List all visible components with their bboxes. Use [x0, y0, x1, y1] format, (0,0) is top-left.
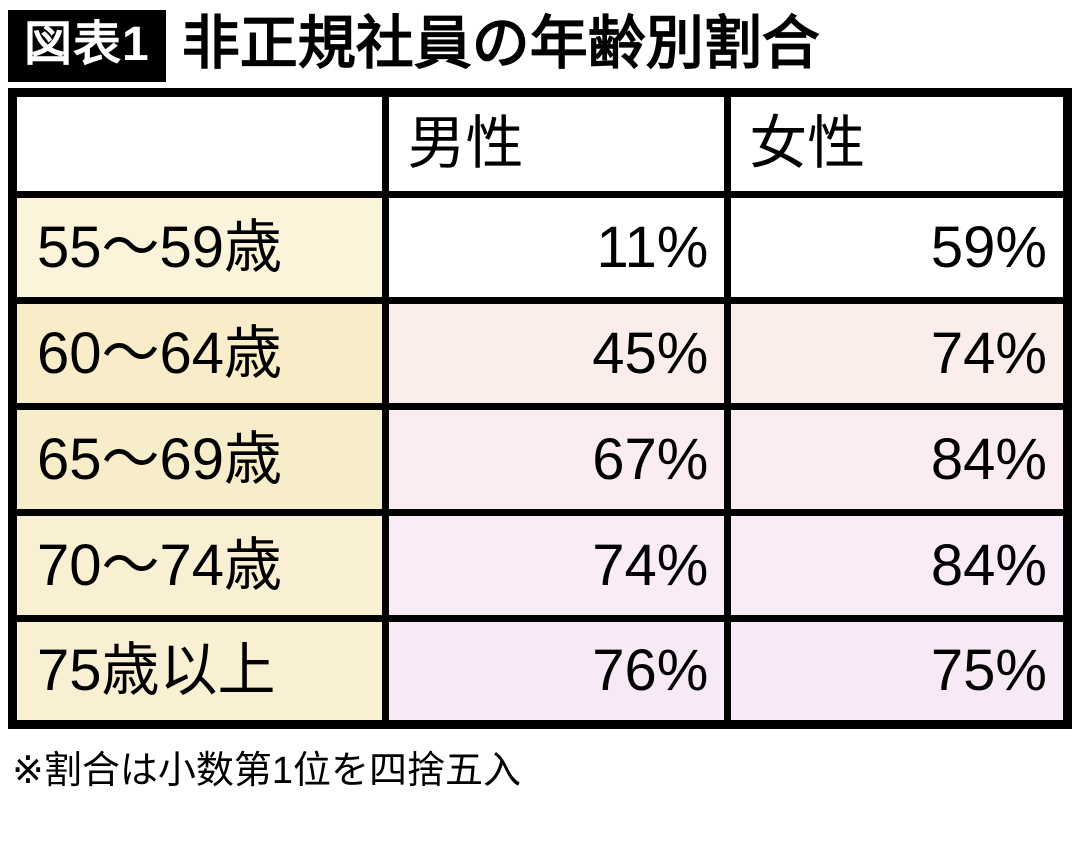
male-value: 76% [382, 615, 732, 728]
age-group-label: 55〜59歳 [8, 191, 390, 304]
figure-number-badge: 図表1 [8, 10, 166, 82]
rounding-footnote: ※割合は小数第1位を四捨五入 [12, 750, 521, 792]
male-value: 67% [382, 403, 732, 516]
table-row: 75歳以上 76% 75% [8, 615, 1071, 728]
male-value: 74% [382, 509, 732, 622]
age-group-label: 75歳以上 [8, 615, 390, 728]
age-group-label: 60〜64歳 [8, 297, 390, 410]
female-value: 75% [724, 615, 1071, 728]
age-group-label: 70〜74歳 [8, 509, 390, 622]
female-value: 84% [724, 509, 1071, 622]
table-header-row: 男性 女性 [8, 89, 1071, 198]
page-title: 非正規社員の年齢別割合 [181, 11, 820, 76]
female-value: 74% [724, 297, 1071, 410]
table-row: 70〜74歳 74% 84% [8, 509, 1071, 622]
figure-title-row: 図表1 非正規社員の年齢別割合 [0, 0, 1080, 82]
table-row: 55〜59歳 11% 59% [8, 191, 1071, 304]
header-female: 女性 [724, 89, 1071, 198]
age-group-label: 65〜69歳 [8, 403, 390, 516]
female-value: 59% [724, 191, 1071, 304]
header-male: 男性 [382, 89, 732, 198]
header-age-blank [8, 89, 390, 198]
male-value: 45% [382, 297, 732, 410]
table-row: 60〜64歳 45% 74% [8, 297, 1071, 410]
table-row: 65〜69歳 67% 84% [8, 403, 1071, 516]
female-value: 84% [724, 403, 1071, 516]
age-ratio-table: 男性 女性 55〜59歳 11% 59% 60〜64歳 45% 74% 65〜6… [8, 88, 1072, 729]
male-value: 11% [382, 191, 732, 304]
